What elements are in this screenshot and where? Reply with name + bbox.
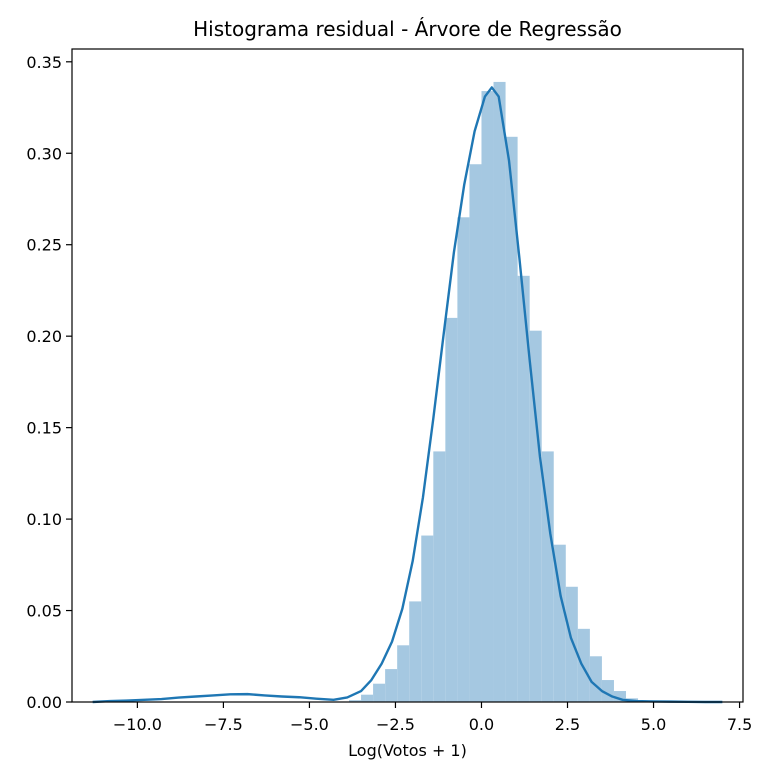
histogram-bar	[493, 81, 506, 702]
x-tick-label: −7.5	[204, 715, 243, 734]
x-tick-label: −5.0	[290, 715, 329, 734]
histogram-bar	[445, 317, 458, 702]
histogram-bar	[577, 628, 590, 702]
x-tick-label: 5.0	[641, 715, 666, 734]
y-tick-label: 0.05	[26, 602, 62, 621]
histogram-bar	[349, 700, 362, 702]
histogram-bar	[421, 535, 434, 702]
histogram-bar	[469, 164, 482, 702]
histogram-bar	[553, 544, 566, 702]
kde-curve	[92, 86, 723, 704]
histogram-bar	[613, 691, 627, 702]
histogram-bar	[505, 136, 518, 702]
histogram-bar	[481, 91, 494, 703]
x-axis-title: Log(Votos + 1)	[348, 741, 467, 760]
y-tick-label: 0.10	[26, 510, 62, 529]
y-tick-label: 0.15	[26, 419, 62, 438]
y-tick-label: 0.35	[26, 53, 62, 72]
chart-title: Histograma residual - Árvore de Regressã…	[193, 17, 622, 41]
histogram-bar	[373, 683, 386, 702]
y-tick-label: 0.20	[26, 327, 62, 346]
histogram-bar	[457, 217, 470, 703]
plot-frame	[71, 48, 744, 703]
histogram-bar	[361, 694, 374, 702]
x-tick-label: 0.0	[469, 715, 494, 734]
x-tick-label: −10.0	[113, 715, 162, 734]
histogram-bar	[385, 669, 398, 702]
histogram-bar	[433, 451, 446, 702]
histogram-bar	[565, 586, 578, 702]
y-tick-label: 0.00	[26, 693, 62, 712]
y-tick-label: 0.30	[26, 144, 62, 163]
histogram-bar	[541, 451, 554, 702]
histogram-bar	[409, 601, 422, 702]
histogram-bar	[517, 275, 530, 702]
histogram-bar	[529, 330, 542, 702]
x-axis: −10.0 −7.5 −5.0 −2.5 0.0 2.5 5.0 7.5	[113, 702, 752, 734]
y-tick-label: 0.25	[26, 236, 62, 255]
histogram-bar	[397, 645, 410, 702]
x-tick-label: −2.5	[376, 715, 415, 734]
x-tick-label: 7.5	[727, 715, 752, 734]
y-axis: 0.00 0.05 0.10 0.15 0.20 0.25 0.30 0.35	[26, 53, 72, 712]
histogram-bars	[349, 81, 639, 703]
histogram-bar	[589, 656, 602, 702]
x-tick-label: 2.5	[555, 715, 580, 734]
